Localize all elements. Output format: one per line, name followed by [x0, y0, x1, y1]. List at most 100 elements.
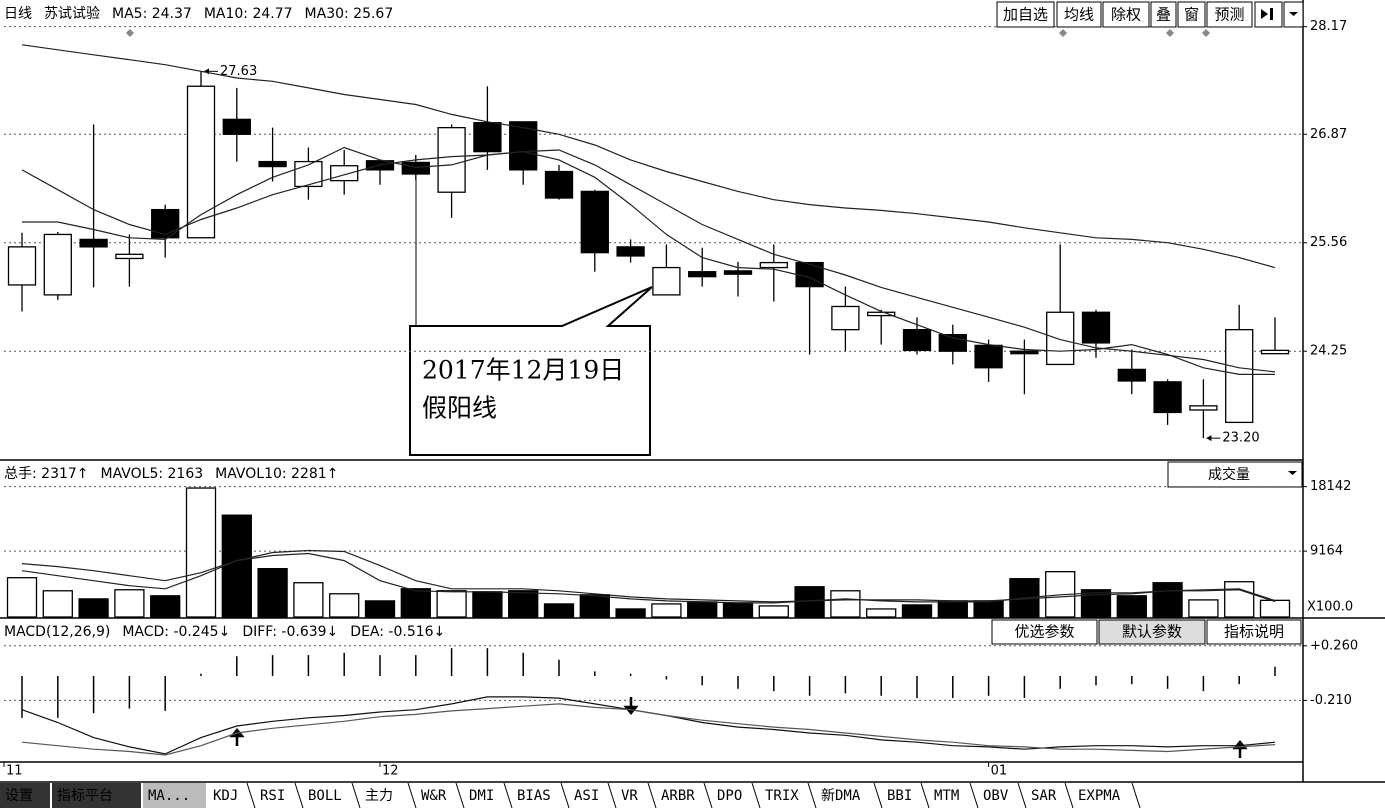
tab-label[interactable]: 指标平台: [57, 788, 113, 804]
volume-bar: [1224, 581, 1255, 618]
unit-label: X100.0: [1307, 600, 1353, 615]
tab-separator: [807, 782, 817, 808]
candle-body: [115, 253, 144, 260]
extreme-pointer: [1206, 435, 1212, 442]
y-tick-label: 26.87: [1310, 127, 1347, 142]
tab-background[interactable]: [143, 783, 206, 808]
tab-separator: [246, 782, 256, 808]
extreme-label: 27.63: [220, 64, 257, 79]
toolbar-button[interactable]: [1177, 1, 1206, 28]
volume-bar: [472, 591, 503, 618]
tab-label[interactable]: BOLL: [308, 788, 342, 804]
tab-label[interactable]: VR: [621, 788, 638, 804]
toolbar-label[interactable]: 均线: [1064, 6, 1094, 24]
toolbar-button[interactable]: [1150, 1, 1177, 28]
legend-entry: MAVOL10: 2281↑: [215, 466, 338, 482]
tab-label[interactable]: BIAS: [517, 788, 551, 804]
callout-box: [409, 286, 653, 456]
toolbar-label[interactable]: 预测: [1214, 6, 1244, 24]
indicator-button-label[interactable]: 指标说明: [1224, 623, 1284, 641]
tab-label[interactable]: RSI: [260, 788, 285, 804]
candle-body: [902, 329, 932, 352]
candle-body: [974, 344, 1003, 369]
tab-label[interactable]: 主力: [365, 788, 393, 804]
toolbar-label[interactable]: 加自选: [1003, 6, 1048, 24]
candle-body: [1046, 311, 1075, 366]
volume-bar: [1116, 595, 1147, 618]
tab-separator: [873, 782, 883, 808]
tab-label[interactable]: 新DMA: [821, 788, 861, 804]
tab-label[interactable]: DMI: [469, 788, 494, 804]
volume-bar: [364, 600, 396, 618]
toolbar-label[interactable]: 窗: [1184, 6, 1199, 24]
tab-background[interactable]: [52, 783, 141, 808]
tab-label[interactable]: DPO: [717, 788, 742, 804]
volume-bar: [543, 603, 575, 618]
volume-bar: [830, 590, 861, 618]
indicator-button[interactable]: [1206, 619, 1302, 645]
candle-body: [437, 126, 466, 193]
tab-label[interactable]: W&R: [421, 788, 447, 804]
volume-bar: [150, 595, 181, 618]
indicator-button-label[interactable]: 优选参数: [1014, 623, 1074, 641]
indicator-button[interactable]: [991, 619, 1098, 645]
candle-body: [186, 85, 216, 239]
dropdown-label[interactable]: 成交量: [1208, 466, 1250, 483]
indicator-button[interactable]: [1098, 619, 1206, 645]
candle-body: [1010, 350, 1039, 355]
tab-separator: [1017, 782, 1027, 808]
volume-bar: [1259, 599, 1291, 618]
volume-bar: [758, 605, 789, 618]
y-tick-label: 9164: [1310, 544, 1343, 559]
tab-separator: [1064, 782, 1074, 808]
tab-separator: [503, 782, 513, 808]
exit-icon[interactable]: [1261, 8, 1273, 20]
exit-button[interactable]: [1254, 1, 1283, 28]
candle-body: [1189, 405, 1218, 411]
toolbar-label[interactable]: 除权: [1111, 6, 1141, 24]
candle-body: [795, 261, 824, 288]
volume-bar: [221, 514, 252, 618]
tab-background[interactable]: [0, 783, 50, 808]
volume-bar: [651, 603, 682, 618]
tab-label[interactable]: ASI: [574, 788, 599, 804]
volume-bar: [6, 577, 38, 618]
indicator-button-label[interactable]: 默认参数: [1122, 623, 1182, 641]
dropdown-arrow[interactable]: [1288, 471, 1297, 475]
candle-body: [831, 305, 860, 331]
toolbar-button[interactable]: [1102, 1, 1150, 28]
volume-bar: [329, 593, 360, 618]
toolbar-button[interactable]: [996, 1, 1055, 28]
tab-label[interactable]: ARBR: [661, 788, 695, 804]
tab-label[interactable]: 设置: [5, 788, 33, 804]
menu-arrow[interactable]: [1289, 12, 1298, 16]
tab-separator: [647, 782, 657, 808]
indicator-dropdown[interactable]: [1167, 461, 1303, 488]
tab-separator: [294, 782, 304, 808]
legend-entry: DEA: -0.516↓: [350, 624, 445, 640]
candle-body: [867, 311, 896, 317]
tab-label[interactable]: KDJ: [213, 788, 238, 804]
candle-body: [1153, 381, 1182, 414]
panel-title: MACD(12,26,9): [4, 624, 110, 640]
candle-body: [258, 160, 287, 168]
legend-entry: MA10: 24.77: [204, 6, 293, 22]
toolbar-button[interactable]: [1206, 1, 1253, 28]
tab-label[interactable]: MA...: [148, 788, 190, 804]
panel-title: 日线: [4, 6, 32, 22]
tab-label[interactable]: BBI: [887, 788, 912, 804]
y-tick-label: 18142: [1310, 479, 1351, 494]
volume-bar: [185, 487, 217, 618]
tab-label[interactable]: EXPMA: [1078, 788, 1121, 804]
tab-label[interactable]: OBV: [983, 788, 1009, 804]
y-tick-label: 28.17: [1310, 19, 1347, 34]
volume-bar: [722, 602, 754, 618]
toolbar-button[interactable]: [1056, 1, 1102, 28]
tab-label[interactable]: MTM: [934, 788, 959, 804]
toolbar-label[interactable]: 叠: [1156, 6, 1171, 24]
tab-label[interactable]: TRIX: [765, 788, 799, 804]
indicator-line: [21, 549, 1276, 603]
tab-separator: [920, 782, 930, 808]
tab-label[interactable]: SAR: [1031, 788, 1057, 804]
